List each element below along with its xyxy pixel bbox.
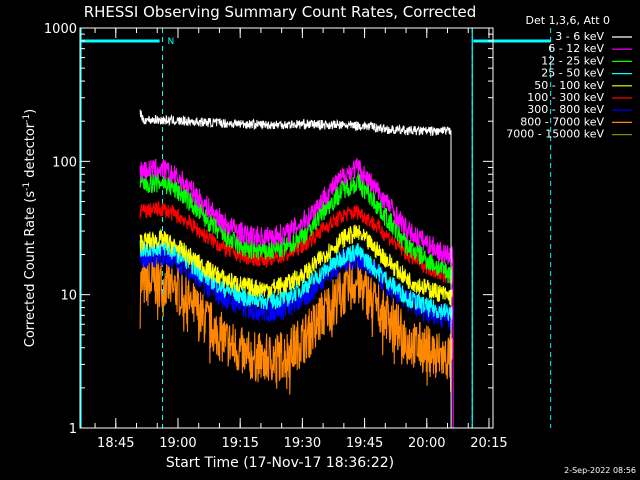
x-axis: 18:45 19:00 19:15 19:30 19:45 20:00 20:15 bbox=[94, 28, 508, 451]
legend-label: 3 - 6 keV bbox=[555, 30, 604, 43]
legend-label: 25 - 50 keV bbox=[541, 67, 604, 80]
series-line-2 bbox=[139, 171, 454, 285]
footer-date: 2-Sep-2022 08:56 bbox=[564, 466, 636, 475]
x-tick-label: 18:45 bbox=[97, 436, 134, 451]
series-layer bbox=[139, 109, 454, 428]
y-axis-label-part3: ) bbox=[23, 109, 38, 114]
legend-label: 800 - 7000 keV bbox=[520, 115, 604, 128]
y-tick-label: 100 bbox=[52, 155, 77, 170]
y-axis-label-sup2: -1 bbox=[22, 114, 32, 123]
x-tick-label: 19:00 bbox=[159, 436, 196, 451]
legend-label: 6 - 12 keV bbox=[548, 42, 604, 55]
series-line-0 bbox=[139, 109, 452, 428]
y-axis: 1 10 100 1000 bbox=[44, 22, 493, 437]
plot-frame bbox=[79, 27, 494, 429]
legend-label: 100 - 300 keV bbox=[527, 91, 604, 104]
legend-label: 7000 - 15000 keV bbox=[506, 128, 604, 141]
y-tick-label: 1000 bbox=[44, 22, 77, 37]
chart-title: RHESSI Observing Summary Count Rates, Co… bbox=[84, 3, 477, 21]
y-tick-label: 1 bbox=[69, 422, 77, 437]
marker-lines: N bbox=[80, 28, 552, 428]
x-tick-label: 20:00 bbox=[408, 436, 445, 451]
marker-label: N bbox=[168, 37, 175, 47]
y-axis-label-sup1: -1 bbox=[22, 182, 32, 191]
y-tick-label: 10 bbox=[60, 289, 77, 304]
x-tick-label: 19:30 bbox=[284, 436, 321, 451]
legend-label: 50 - 100 keV bbox=[534, 79, 604, 92]
y-axis-label-part1: Corrected Count Rate (s bbox=[23, 191, 38, 348]
legend-label: 300 - 800 keV bbox=[527, 103, 604, 116]
series-line-1 bbox=[139, 158, 454, 428]
y-axis-label-part2: detector bbox=[23, 122, 38, 182]
x-tick-label: 19:15 bbox=[221, 436, 258, 451]
series-line-7 bbox=[139, 256, 454, 395]
legend-label: 12 - 25 keV bbox=[541, 54, 604, 67]
legend-title: Det 1,3,6, Att 0 bbox=[526, 14, 610, 27]
series-line-4 bbox=[139, 224, 454, 305]
x-axis-label: Start Time (17-Nov-17 18:36:22) bbox=[166, 455, 394, 471]
x-tick-label: 19:45 bbox=[346, 436, 383, 451]
y-axis-label: Corrected Count Rate (s-1 detector-1) bbox=[22, 109, 38, 347]
x-tick-label: 20:15 bbox=[470, 436, 507, 451]
